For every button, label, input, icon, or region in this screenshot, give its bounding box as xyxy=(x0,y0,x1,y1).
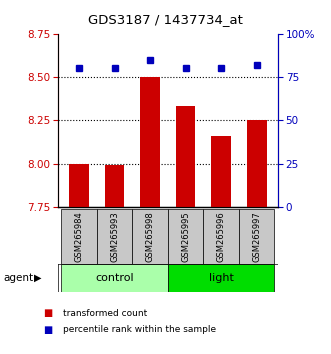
Text: light: light xyxy=(209,273,234,283)
Bar xyxy=(204,209,239,264)
Bar xyxy=(62,264,168,292)
Text: ■: ■ xyxy=(43,325,52,335)
Bar xyxy=(105,165,124,207)
Text: GSM265998: GSM265998 xyxy=(146,211,155,262)
Text: control: control xyxy=(95,273,134,283)
Bar xyxy=(97,209,132,264)
Bar xyxy=(176,107,196,207)
Text: transformed count: transformed count xyxy=(63,309,147,318)
Text: agent: agent xyxy=(3,273,33,283)
Bar xyxy=(212,136,231,207)
Text: GSM265993: GSM265993 xyxy=(110,211,119,262)
Text: GSM265995: GSM265995 xyxy=(181,211,190,262)
Text: GSM265997: GSM265997 xyxy=(252,211,261,262)
Bar xyxy=(168,209,204,264)
Bar xyxy=(239,209,274,264)
Bar xyxy=(62,209,97,264)
Text: percentile rank within the sample: percentile rank within the sample xyxy=(63,325,216,335)
Bar xyxy=(70,164,89,207)
Bar xyxy=(132,209,168,264)
Text: ▶: ▶ xyxy=(34,273,42,283)
Text: ■: ■ xyxy=(43,308,52,318)
Text: GSM265996: GSM265996 xyxy=(217,211,226,262)
Bar xyxy=(247,120,266,207)
Bar xyxy=(168,264,274,292)
Text: GSM265984: GSM265984 xyxy=(75,211,84,262)
Bar xyxy=(140,77,160,207)
Text: GDS3187 / 1437734_at: GDS3187 / 1437734_at xyxy=(88,13,243,26)
